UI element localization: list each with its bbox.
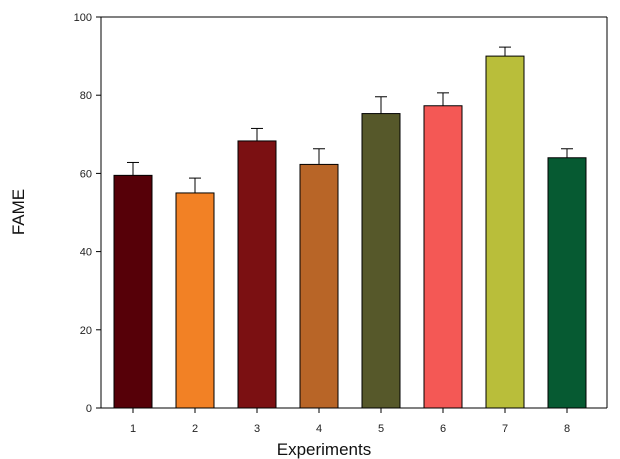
- bar-3: [237, 140, 277, 409]
- y-tick-label: 20: [80, 325, 92, 337]
- x-tick-label: 2: [192, 423, 198, 435]
- x-tick-label: 7: [502, 423, 508, 435]
- y-tick-label: 40: [80, 247, 92, 259]
- x-tick-label: 6: [440, 423, 446, 435]
- y-tick-label: 60: [80, 168, 92, 180]
- y-axis-title: FAME: [9, 189, 28, 235]
- bar-5: [361, 113, 401, 409]
- x-tick-label: 5: [378, 423, 384, 435]
- bar-8: [547, 157, 587, 409]
- bar-2: [175, 192, 215, 409]
- bar-4: [299, 163, 339, 409]
- x-tick-label: 1: [130, 423, 136, 435]
- x-tick-label: 8: [564, 423, 570, 435]
- x-tick-label: 4: [316, 423, 322, 435]
- bar-6: [423, 105, 463, 409]
- y-tick-label: 100: [74, 12, 92, 24]
- bar-1: [113, 174, 153, 409]
- x-axis-title: Experiments: [277, 440, 371, 459]
- x-tick-label: 3: [254, 423, 260, 435]
- y-tick-label: 80: [80, 90, 92, 102]
- bar-7: [485, 55, 525, 409]
- y-tick-label: 0: [86, 403, 92, 415]
